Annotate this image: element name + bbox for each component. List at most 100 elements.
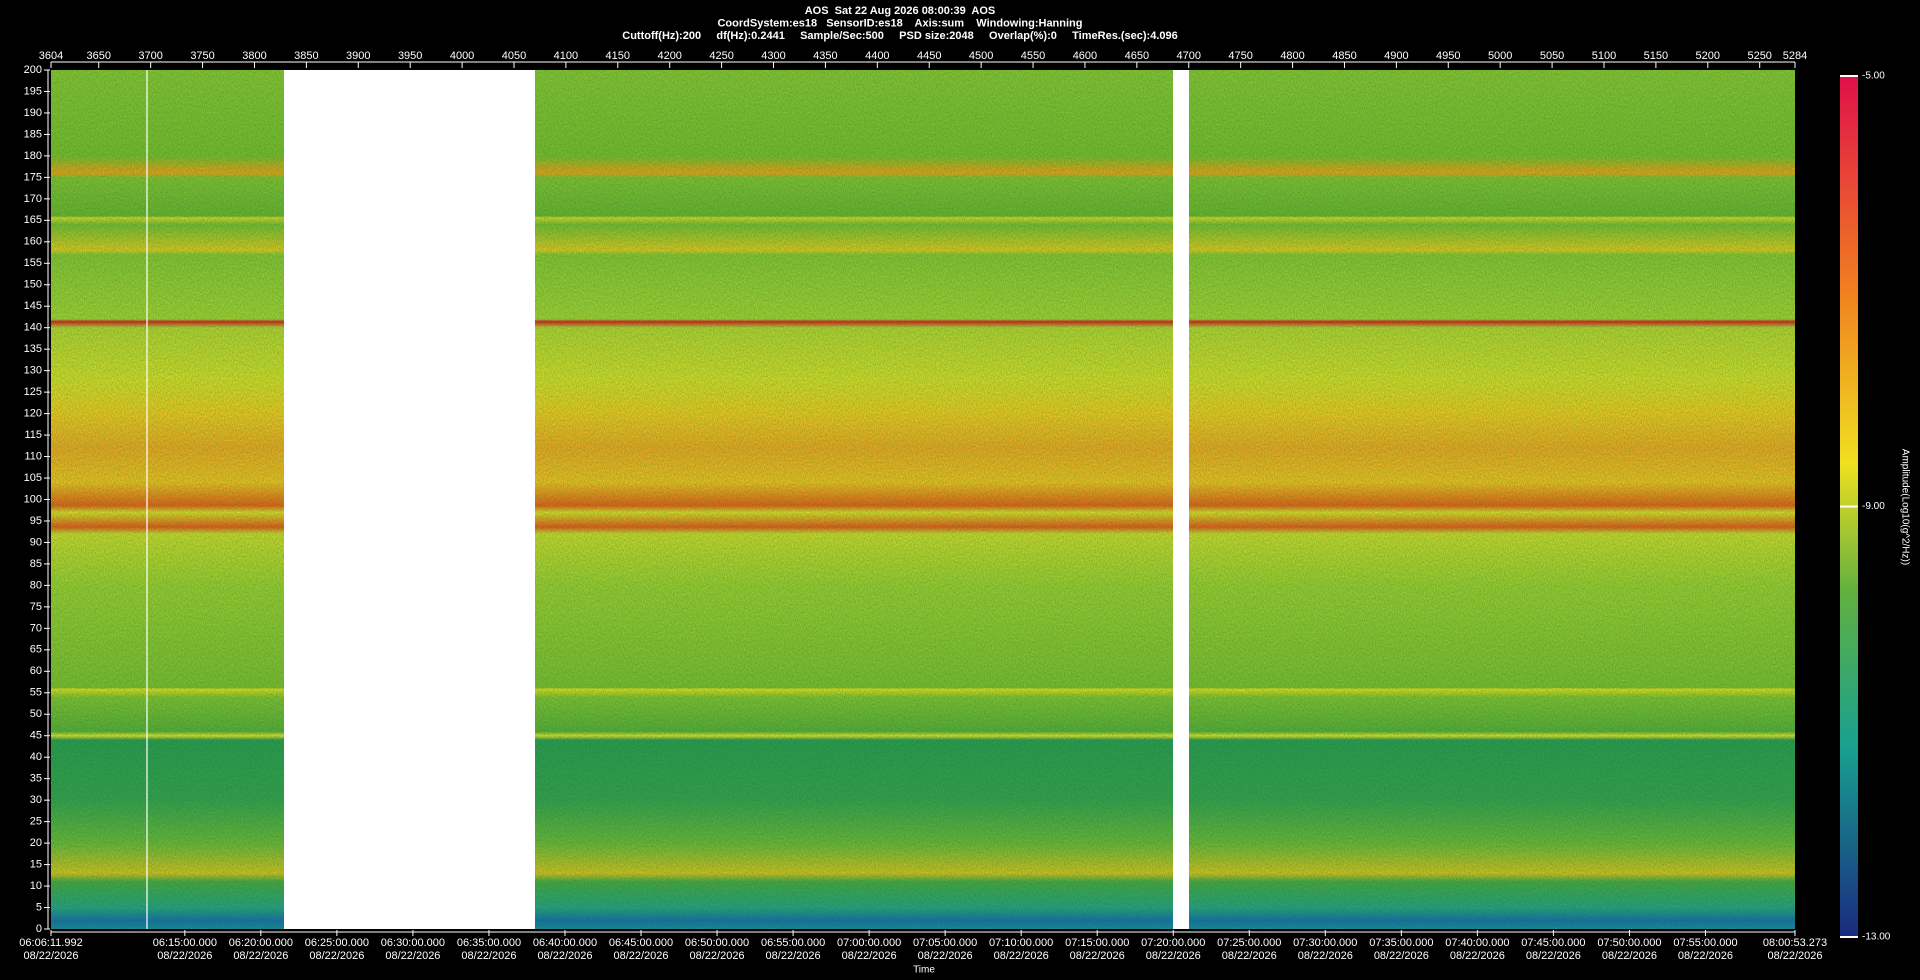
y-tick-label: 60 <box>30 665 42 677</box>
y-tick-label: 185 <box>24 128 42 140</box>
y-tick-label: 125 <box>24 386 42 398</box>
time-tick-label: 07:25:00.000 <box>1217 937 1281 949</box>
y-tick-label: 140 <box>24 322 42 334</box>
time-tick-label: 07:40:00.000 <box>1445 937 1509 949</box>
time-tick-date: 08/22/2026 <box>918 950 973 962</box>
time-tick-date: 08/22/2026 <box>1298 950 1353 962</box>
colorbar-tick-label: -13.00 <box>1862 932 1891 943</box>
time-tick-date: 08/22/2026 <box>1678 950 1733 962</box>
y-tick-label: 40 <box>30 751 42 763</box>
spectrogram-field <box>51 70 1795 929</box>
time-tick-label: 06:55:00.000 <box>761 937 825 949</box>
y-tick-label: 50 <box>30 708 42 720</box>
x-tick-label: 3700 <box>138 50 162 62</box>
x-axis-label: Time <box>913 965 935 976</box>
y-tick-label: 165 <box>24 214 42 226</box>
time-tick-label: 07:55:00.000 <box>1673 937 1737 949</box>
y-tick-label: 135 <box>24 343 42 355</box>
y-tick-label: 190 <box>24 107 42 119</box>
x-tick-label: 4000 <box>450 50 474 62</box>
x-tick-label: 5000 <box>1488 50 1512 62</box>
x-tick-label: 5050 <box>1540 50 1564 62</box>
time-tick-label: 06:06:11.992 <box>19 937 82 949</box>
y-tick-label: 25 <box>30 816 42 828</box>
y-tick-label: 70 <box>30 622 42 634</box>
y-tick-label: 0 <box>36 923 42 935</box>
time-tick-label: 06:50:00.000 <box>685 937 749 949</box>
y-tick-label: 15 <box>30 858 42 870</box>
y-tick-label: 55 <box>30 687 42 699</box>
x-tick-label: 4750 <box>1228 50 1252 62</box>
time-tick-date: 08/22/2026 <box>1767 950 1822 962</box>
x-tick-label: 4200 <box>657 50 681 62</box>
y-tick-label: 130 <box>24 365 42 377</box>
time-tick-label: 06:45:00.000 <box>609 937 673 949</box>
x-tick-label: 4150 <box>606 50 630 62</box>
time-tick-date: 08/22/2026 <box>1222 950 1277 962</box>
x-tick-label: 4600 <box>1073 50 1097 62</box>
x-tick-label: 4300 <box>761 50 785 62</box>
axes: AOS Sat 22 Aug 2026 08:00:39 AOSCoordSys… <box>19 5 1910 976</box>
x-tick-label: 4900 <box>1384 50 1408 62</box>
y-tick-label: 180 <box>24 150 42 162</box>
time-tick-date: 08/22/2026 <box>309 950 364 962</box>
title-line: CoordSystem:es18 SensorID:es18 Axis:sum … <box>717 17 1082 29</box>
x-tick-label: 4500 <box>969 50 993 62</box>
y-tick-label: 85 <box>30 558 42 570</box>
time-tick-label: 06:35:00.000 <box>457 937 521 949</box>
x-tick-label: 4950 <box>1436 50 1460 62</box>
x-tick-label: 3900 <box>346 50 370 62</box>
x-tick-label: 5200 <box>1696 50 1720 62</box>
time-tick-date: 08/22/2026 <box>537 950 592 962</box>
y-tick-label: 65 <box>30 644 42 656</box>
time-tick-date: 08/22/2026 <box>233 950 288 962</box>
x-tick-label: 4550 <box>1021 50 1045 62</box>
time-tick-label: 07:05:00.000 <box>913 937 977 949</box>
x-tick-label: 3750 <box>190 50 214 62</box>
time-tick-label: 07:35:00.000 <box>1369 937 1433 949</box>
title-line: Cuttoff(Hz):200 df(Hz):0.2441 Sample/Sec… <box>622 30 1178 42</box>
time-tick-label: 06:20:00.000 <box>229 937 293 949</box>
x-tick-label: 4250 <box>709 50 733 62</box>
time-tick-date: 08/22/2026 <box>1450 950 1505 962</box>
x-tick-label: 4050 <box>502 50 526 62</box>
y-tick-label: 200 <box>24 64 42 76</box>
y-tick-label: 170 <box>24 193 42 205</box>
y-tick-label: 150 <box>24 279 42 291</box>
x-tick-label: 3650 <box>87 50 111 62</box>
y-tick-label: 95 <box>30 515 42 527</box>
y-tick-label: 35 <box>30 773 42 785</box>
x-tick-label: 5150 <box>1644 50 1668 62</box>
time-tick-label: 07:20:00.000 <box>1141 937 1205 949</box>
x-tick-label: 3950 <box>398 50 422 62</box>
spectrogram-texture <box>51 70 284 929</box>
time-tick-date: 08/22/2026 <box>157 950 212 962</box>
time-tick-label: 07:50:00.000 <box>1597 937 1661 949</box>
x-tick-label: 4650 <box>1125 50 1149 62</box>
time-tick-label: 06:15:00.000 <box>153 937 217 949</box>
x-tick-label: 4700 <box>1177 50 1201 62</box>
x-tick-label: 4350 <box>813 50 837 62</box>
time-tick-date: 08/22/2026 <box>842 950 897 962</box>
y-tick-label: 10 <box>30 880 42 892</box>
y-tick-label: 75 <box>30 601 42 613</box>
y-tick-label: 30 <box>30 794 42 806</box>
y-tick-label: 100 <box>24 493 42 505</box>
y-tick-label: 145 <box>24 300 42 312</box>
y-tick-label: 155 <box>24 257 42 269</box>
time-tick-label: 07:45:00.000 <box>1521 937 1585 949</box>
x-tick-label: 3850 <box>294 50 318 62</box>
x-tick-label: 4100 <box>554 50 578 62</box>
time-tick-date: 08/22/2026 <box>994 950 1049 962</box>
spectrogram-texture <box>1189 70 1795 929</box>
time-tick-label: 07:15:00.000 <box>1065 937 1129 949</box>
x-tick-label: 4400 <box>865 50 889 62</box>
y-tick-label: 160 <box>24 236 42 248</box>
y-tick-label: 195 <box>24 85 42 97</box>
time-tick-label: 07:30:00.000 <box>1293 937 1357 949</box>
time-tick-label: 06:40:00.000 <box>533 937 597 949</box>
y-tick-label: 120 <box>24 408 42 420</box>
